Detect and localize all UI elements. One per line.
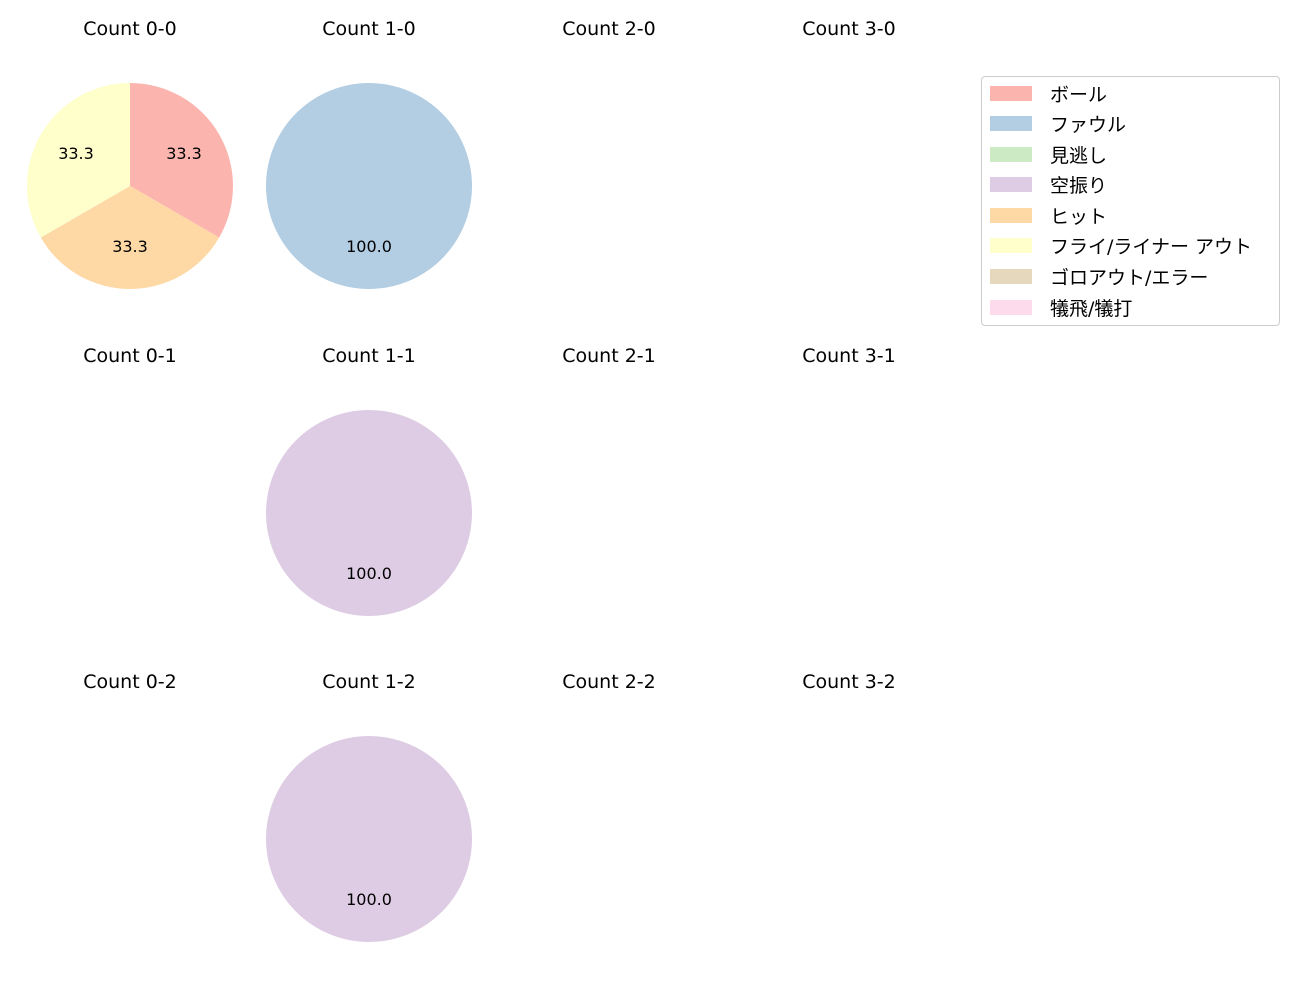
legend-item-foul: ファウル	[990, 108, 1126, 138]
legend-item-grounder-out-error: ゴロアウト/エラー	[990, 261, 1208, 291]
legend: ボール ファウル 見逃し 空振り ヒット フライ/ライナー アウト ゴロアウト/…	[981, 76, 1280, 326]
pie-count-1-2: 100.0	[266, 736, 472, 942]
legend-swatch	[990, 85, 1032, 101]
subplot-title: Count 3-2	[802, 671, 896, 693]
legend-swatch	[990, 268, 1032, 284]
legend-label: フライ/ライナー アウト	[1050, 235, 1253, 258]
subplot-title: Count 1-2	[322, 671, 416, 693]
legend-label: ファウル	[1050, 113, 1127, 136]
legend-item-swinging-strike: 空振り	[990, 169, 1107, 199]
slice-fly-liner-out	[27, 83, 130, 238]
subplot-title: Count 2-1	[562, 345, 656, 367]
slice-label: 100.0	[346, 564, 392, 583]
slice-hit	[40, 186, 220, 289]
slice-label: 33.3	[166, 144, 202, 163]
subplot-title: Count 2-2	[562, 671, 656, 693]
legend-item-ball: ボール	[990, 78, 1107, 108]
slice-label: 100.0	[346, 890, 392, 909]
legend-label: ヒット	[1050, 205, 1108, 228]
legend-swatch	[990, 146, 1032, 162]
slice-label: 33.3	[58, 144, 94, 163]
slice-label: 100.0	[346, 237, 392, 256]
legend-swatch	[990, 176, 1032, 192]
legend-swatch	[990, 207, 1032, 223]
legend-label: ゴロアウト/エラー	[1050, 266, 1209, 289]
slice-foul	[266, 83, 472, 289]
subplot-title: Count 1-1	[322, 345, 416, 367]
legend-swatch	[990, 115, 1032, 131]
slice-swinging-strike	[266, 410, 472, 616]
slice-swinging-strike	[266, 736, 472, 942]
pie-count-1-0: 100.0	[266, 83, 472, 289]
legend-swatch	[990, 237, 1032, 253]
legend-item-sacrifice: 犠飛/犠打	[990, 292, 1132, 322]
pie-count-1-1: 100.0	[266, 410, 472, 616]
subplot-title: Count 2-0	[562, 18, 656, 40]
subplot-title: Count 0-0	[83, 18, 177, 40]
slice-ball	[130, 83, 233, 238]
subplot-title: Count 3-1	[802, 345, 896, 367]
legend-swatch	[990, 299, 1032, 315]
pie-count-0-0: 33.3 33.3 33.3	[27, 83, 233, 289]
legend-label: ボール	[1050, 83, 1108, 106]
legend-item-hit: ヒット	[990, 200, 1107, 230]
subplot-title: Count 1-0	[322, 18, 416, 40]
legend-item-called-strike: 見逃し	[990, 139, 1107, 169]
legend-item-fly-liner-out: フライ/ライナー アウト	[990, 230, 1252, 260]
subplot-title: Count 0-1	[83, 345, 177, 367]
legend-label: 犠飛/犠打	[1050, 297, 1133, 320]
legend-label: 見逃し	[1050, 144, 1108, 167]
subplot-title: Count 0-2	[83, 671, 177, 693]
slice-label: 33.3	[112, 237, 148, 256]
subplot-title: Count 3-0	[802, 18, 896, 40]
legend-label: 空振り	[1050, 174, 1108, 197]
